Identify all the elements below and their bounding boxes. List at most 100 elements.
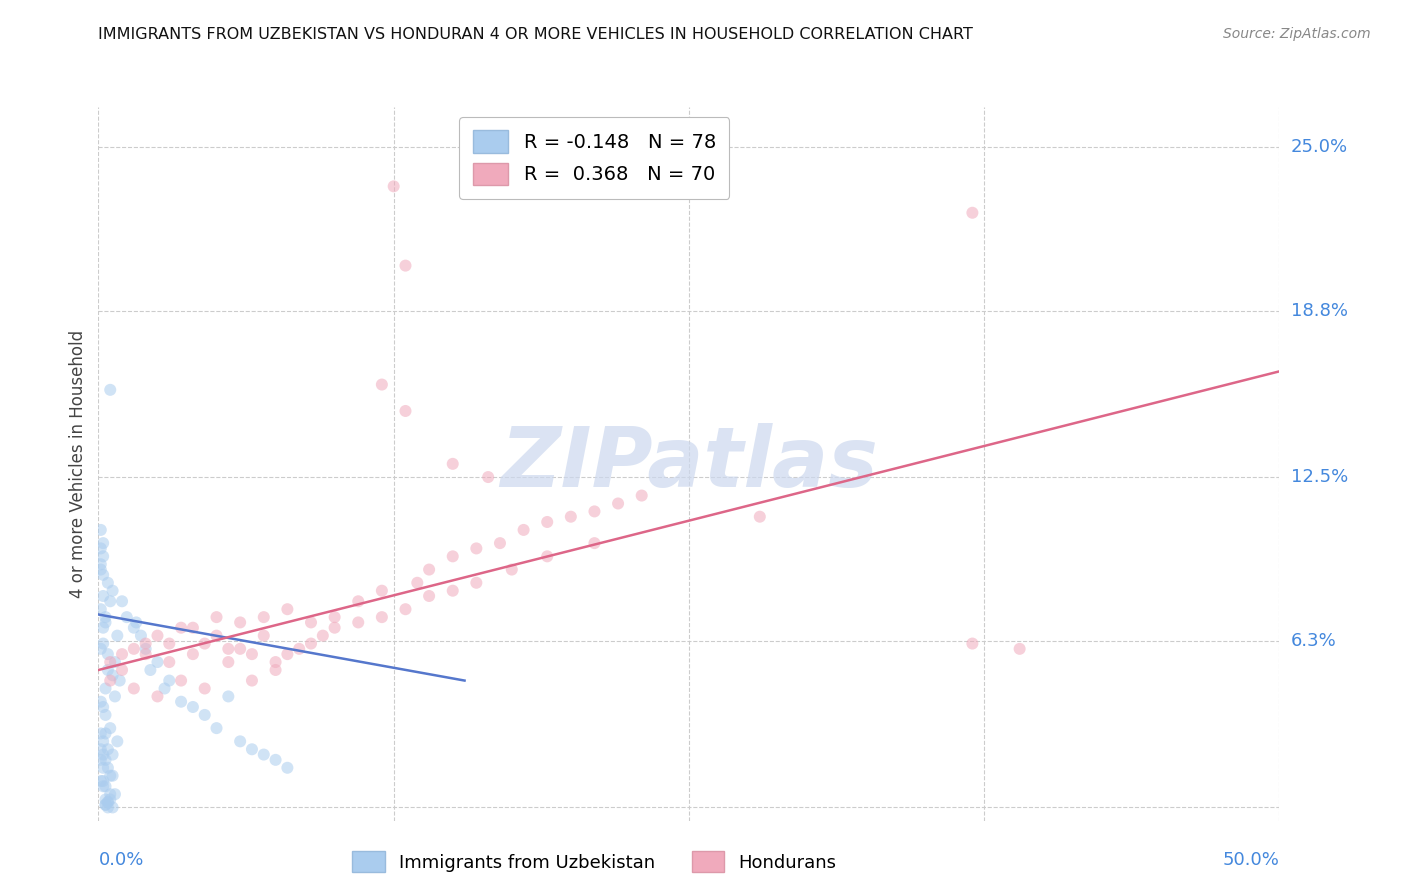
Point bbox=[111, 594, 134, 608]
Point bbox=[323, 621, 346, 635]
Point bbox=[253, 747, 276, 762]
Point bbox=[465, 541, 488, 556]
Point bbox=[536, 515, 558, 529]
Point bbox=[217, 641, 239, 656]
Point bbox=[98, 792, 121, 806]
Point bbox=[101, 668, 124, 682]
Point bbox=[91, 589, 114, 603]
Point bbox=[607, 496, 630, 510]
Point bbox=[90, 742, 112, 756]
Point bbox=[115, 610, 138, 624]
Point bbox=[299, 636, 322, 650]
Point bbox=[97, 795, 120, 809]
Point bbox=[371, 610, 394, 624]
Point bbox=[91, 536, 114, 550]
Point bbox=[229, 734, 252, 748]
Point bbox=[90, 558, 112, 572]
Point bbox=[90, 726, 112, 740]
Point bbox=[560, 509, 582, 524]
Point bbox=[240, 673, 263, 688]
Point bbox=[98, 383, 121, 397]
Point bbox=[962, 206, 984, 220]
Point bbox=[108, 673, 131, 688]
Point bbox=[205, 610, 228, 624]
Point bbox=[139, 663, 162, 677]
Point bbox=[94, 610, 117, 624]
Point bbox=[98, 787, 121, 801]
Point bbox=[512, 523, 534, 537]
Point bbox=[146, 629, 169, 643]
Point bbox=[135, 641, 157, 656]
Text: 25.0%: 25.0% bbox=[1291, 137, 1348, 156]
Point bbox=[146, 690, 169, 704]
Point bbox=[97, 647, 120, 661]
Point bbox=[157, 655, 180, 669]
Point bbox=[91, 700, 114, 714]
Point bbox=[441, 583, 464, 598]
Point bbox=[181, 621, 204, 635]
Point bbox=[229, 641, 252, 656]
Point bbox=[441, 457, 464, 471]
Point bbox=[97, 761, 120, 775]
Point bbox=[91, 567, 114, 582]
Point bbox=[205, 721, 228, 735]
Point bbox=[406, 575, 429, 590]
Point bbox=[217, 655, 239, 669]
Point bbox=[98, 655, 121, 669]
Point bbox=[90, 753, 112, 767]
Point bbox=[97, 742, 120, 756]
Point bbox=[105, 734, 128, 748]
Point bbox=[312, 629, 335, 643]
Point bbox=[347, 594, 370, 608]
Point bbox=[98, 769, 121, 783]
Point bbox=[418, 563, 440, 577]
Text: 50.0%: 50.0% bbox=[1223, 851, 1279, 869]
Point bbox=[489, 536, 512, 550]
Point bbox=[101, 769, 124, 783]
Point bbox=[194, 681, 217, 696]
Point bbox=[748, 509, 770, 524]
Text: ZIPatlas: ZIPatlas bbox=[501, 424, 877, 504]
Text: Source: ZipAtlas.com: Source: ZipAtlas.com bbox=[1223, 27, 1371, 41]
Point bbox=[90, 641, 112, 656]
Point bbox=[181, 700, 204, 714]
Point bbox=[229, 615, 252, 630]
Point bbox=[90, 602, 112, 616]
Point bbox=[91, 774, 114, 789]
Point bbox=[104, 787, 127, 801]
Point bbox=[181, 647, 204, 661]
Point bbox=[97, 663, 120, 677]
Point bbox=[105, 629, 128, 643]
Point bbox=[347, 615, 370, 630]
Point bbox=[91, 621, 114, 635]
Point bbox=[91, 747, 114, 762]
Point bbox=[122, 641, 145, 656]
Point bbox=[1008, 641, 1031, 656]
Point bbox=[104, 690, 127, 704]
Point bbox=[97, 800, 120, 814]
Point bbox=[630, 489, 652, 503]
Point bbox=[91, 549, 114, 564]
Point bbox=[371, 377, 394, 392]
Point bbox=[394, 404, 416, 418]
Point bbox=[536, 549, 558, 564]
Point bbox=[125, 615, 148, 630]
Point bbox=[217, 690, 239, 704]
Point bbox=[276, 647, 298, 661]
Point bbox=[94, 753, 117, 767]
Point bbox=[264, 655, 287, 669]
Point bbox=[583, 504, 606, 518]
Text: 18.8%: 18.8% bbox=[1291, 301, 1347, 319]
Point bbox=[240, 647, 263, 661]
Point bbox=[146, 655, 169, 669]
Text: 6.3%: 6.3% bbox=[1291, 632, 1336, 650]
Point bbox=[441, 549, 464, 564]
Point bbox=[170, 695, 193, 709]
Point bbox=[253, 629, 276, 643]
Point bbox=[276, 602, 298, 616]
Point bbox=[194, 707, 217, 722]
Point bbox=[91, 761, 114, 775]
Point bbox=[253, 610, 276, 624]
Point bbox=[122, 681, 145, 696]
Point bbox=[101, 800, 124, 814]
